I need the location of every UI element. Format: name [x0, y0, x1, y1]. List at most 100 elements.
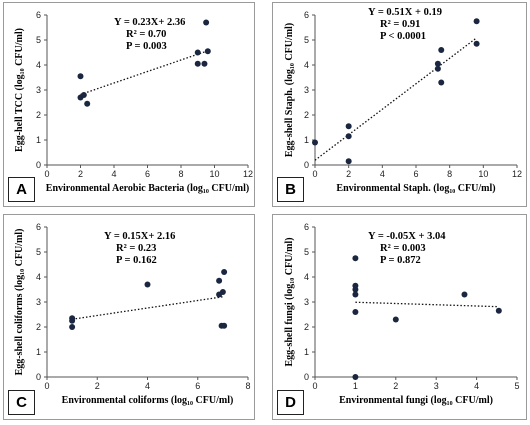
regression-equation: Y = -0.05X + 3.04 R² = 0.003 P = 0.872	[368, 231, 446, 267]
x-tick-label: 0	[44, 381, 49, 391]
y-tick-label: 3	[304, 85, 309, 95]
data-point	[352, 291, 359, 298]
y-tick-label: 5	[36, 247, 41, 257]
x-tick-label: 10	[209, 169, 219, 179]
y-axis-title: Egg-shell coliforms (log₁₀ CFU/ml)	[14, 228, 25, 376]
y-tick-label: 6	[36, 10, 41, 20]
y-tick-label: 0	[36, 372, 41, 382]
x-tick-label: 4	[474, 381, 479, 391]
scatter-plot: 0 1 2 3 4 5 6 0 2 4 6 8	[36, 222, 251, 391]
y-axis-title: Egg-shell Staph. (log₁₀ CFU/ml)	[284, 22, 295, 158]
x-tick-label: 12	[512, 169, 522, 179]
equation-text: Y = -0.05X + 3.04	[368, 231, 446, 242]
scatter-plot: 0 1 2 3 4 5 6 0 1 2 3 4 5	[304, 222, 520, 391]
y-tick-label: 1	[36, 347, 41, 357]
y-tick-label: 0	[304, 372, 309, 382]
panel-label: C	[8, 390, 35, 415]
x-tick-label: 8	[447, 169, 452, 179]
data-point	[352, 309, 359, 315]
data-point	[84, 100, 91, 107]
x-tick-label: 0	[312, 381, 317, 391]
y-tick-label: 2	[304, 322, 309, 332]
data-point	[438, 79, 445, 86]
data-point	[312, 139, 318, 146]
y-tick-label: 2	[36, 110, 41, 120]
panel-label: A	[8, 177, 35, 202]
x-axis-title: Environmental Staph. (log₁₀ CFU/ml)	[336, 183, 496, 194]
x-tick-label: 8	[178, 169, 183, 179]
x-tick-label: 6	[145, 169, 150, 179]
equation-text: Y = 0.15X+ 2.16	[104, 231, 176, 242]
chart-panel-c: 0 1 2 3 4 5 6 0 2 4 6 8 Y = 0.15X+ 2.16 R² = 0.23 P = …	[3, 214, 255, 420]
data-point	[144, 281, 151, 288]
data-point	[345, 123, 352, 130]
x-tick-label: 1	[353, 381, 358, 391]
x-tick-label: 0	[312, 169, 317, 179]
data-point	[352, 286, 359, 293]
regression-equation: Y = 0.51X + 0.19 R² = 0.91 P < 0.0001	[368, 7, 442, 43]
x-tick-label: 2	[346, 169, 351, 179]
y-tick-label: 1	[304, 135, 309, 145]
data-point	[216, 277, 223, 284]
data-point	[194, 60, 201, 67]
y-axis-title: Egg-hell TCC (log₁₀ CFU/ml)	[14, 28, 25, 152]
equation-text: Y = 0.23X+ 2.36	[114, 17, 186, 28]
data-point	[204, 48, 211, 55]
x-tick-label: 6	[195, 381, 200, 391]
y-tick-label: 3	[36, 85, 41, 95]
x-tick-label: 2	[393, 381, 398, 391]
data-point	[392, 316, 399, 323]
y-tick-label: 0	[36, 160, 41, 170]
x-axis-title: Environmental fungi (log₁₀ CFU/ml)	[339, 395, 493, 406]
y-tick-label: 6	[36, 222, 41, 232]
x-tick-label: 3	[434, 381, 439, 391]
y-tick-label: 3	[36, 297, 41, 307]
y-tick-label: 1	[36, 135, 41, 145]
equation-text: Y = 0.51X + 0.19	[368, 7, 442, 18]
data-point	[194, 49, 201, 56]
trend-line	[314, 37, 477, 161]
trend-line	[80, 50, 209, 96]
y-tick-label: 3	[304, 297, 309, 307]
p-value-text: P = 0.872	[380, 255, 421, 266]
y-tick-label: 6	[304, 10, 309, 20]
y-axis-title: Egg-shell fungi (log₁₀ CFU/ml)	[284, 237, 295, 367]
r-squared-text: R² = 0.23	[116, 243, 157, 254]
panel-label: B	[277, 177, 304, 202]
data-point	[345, 158, 352, 165]
x-tick-label: 4	[380, 169, 385, 179]
data-point	[203, 19, 210, 26]
data-point	[77, 73, 84, 80]
trend-line	[72, 295, 225, 320]
data-point	[434, 65, 441, 72]
data-point	[69, 317, 76, 324]
chart-panel-d: 0 1 2 3 4 5 6 0 1 2 3 4 5 Y = -0.05X + 3.04 R² = 0.003…	[272, 214, 527, 420]
p-value-text: P = 0.003	[126, 41, 167, 52]
regression-equation: Y = 0.23X+ 2.36 R² = 0.70 P = 0.003	[114, 17, 185, 53]
y-tick-label: 2	[36, 322, 41, 332]
y-tick-label: 4	[36, 272, 41, 282]
data-point	[434, 60, 441, 67]
x-tick-label: 4	[145, 381, 150, 391]
x-tick-label: 8	[245, 381, 250, 391]
p-value-text: P < 0.0001	[380, 31, 426, 42]
data-point	[461, 291, 468, 298]
y-tick-label: 2	[304, 110, 309, 120]
r-squared-text: R² = 0.70	[126, 29, 167, 40]
x-tick-label: 0	[44, 169, 49, 179]
x-tick-label: 12	[243, 169, 253, 179]
y-tick-label: 5	[36, 35, 41, 45]
x-tick-label: 5	[514, 381, 519, 391]
x-tick-label: 2	[78, 169, 83, 179]
panel-label: D	[277, 390, 304, 415]
data-point	[221, 269, 228, 275]
y-tick-label: 4	[304, 272, 309, 282]
y-tick-label: 6	[304, 222, 309, 232]
data-point	[352, 374, 359, 380]
data-point	[438, 47, 445, 53]
x-tick-label: 10	[478, 169, 488, 179]
y-tick-label: 0	[304, 160, 309, 170]
r-squared-text: R² = 0.91	[380, 19, 421, 30]
p-value-text: P = 0.162	[116, 255, 157, 266]
